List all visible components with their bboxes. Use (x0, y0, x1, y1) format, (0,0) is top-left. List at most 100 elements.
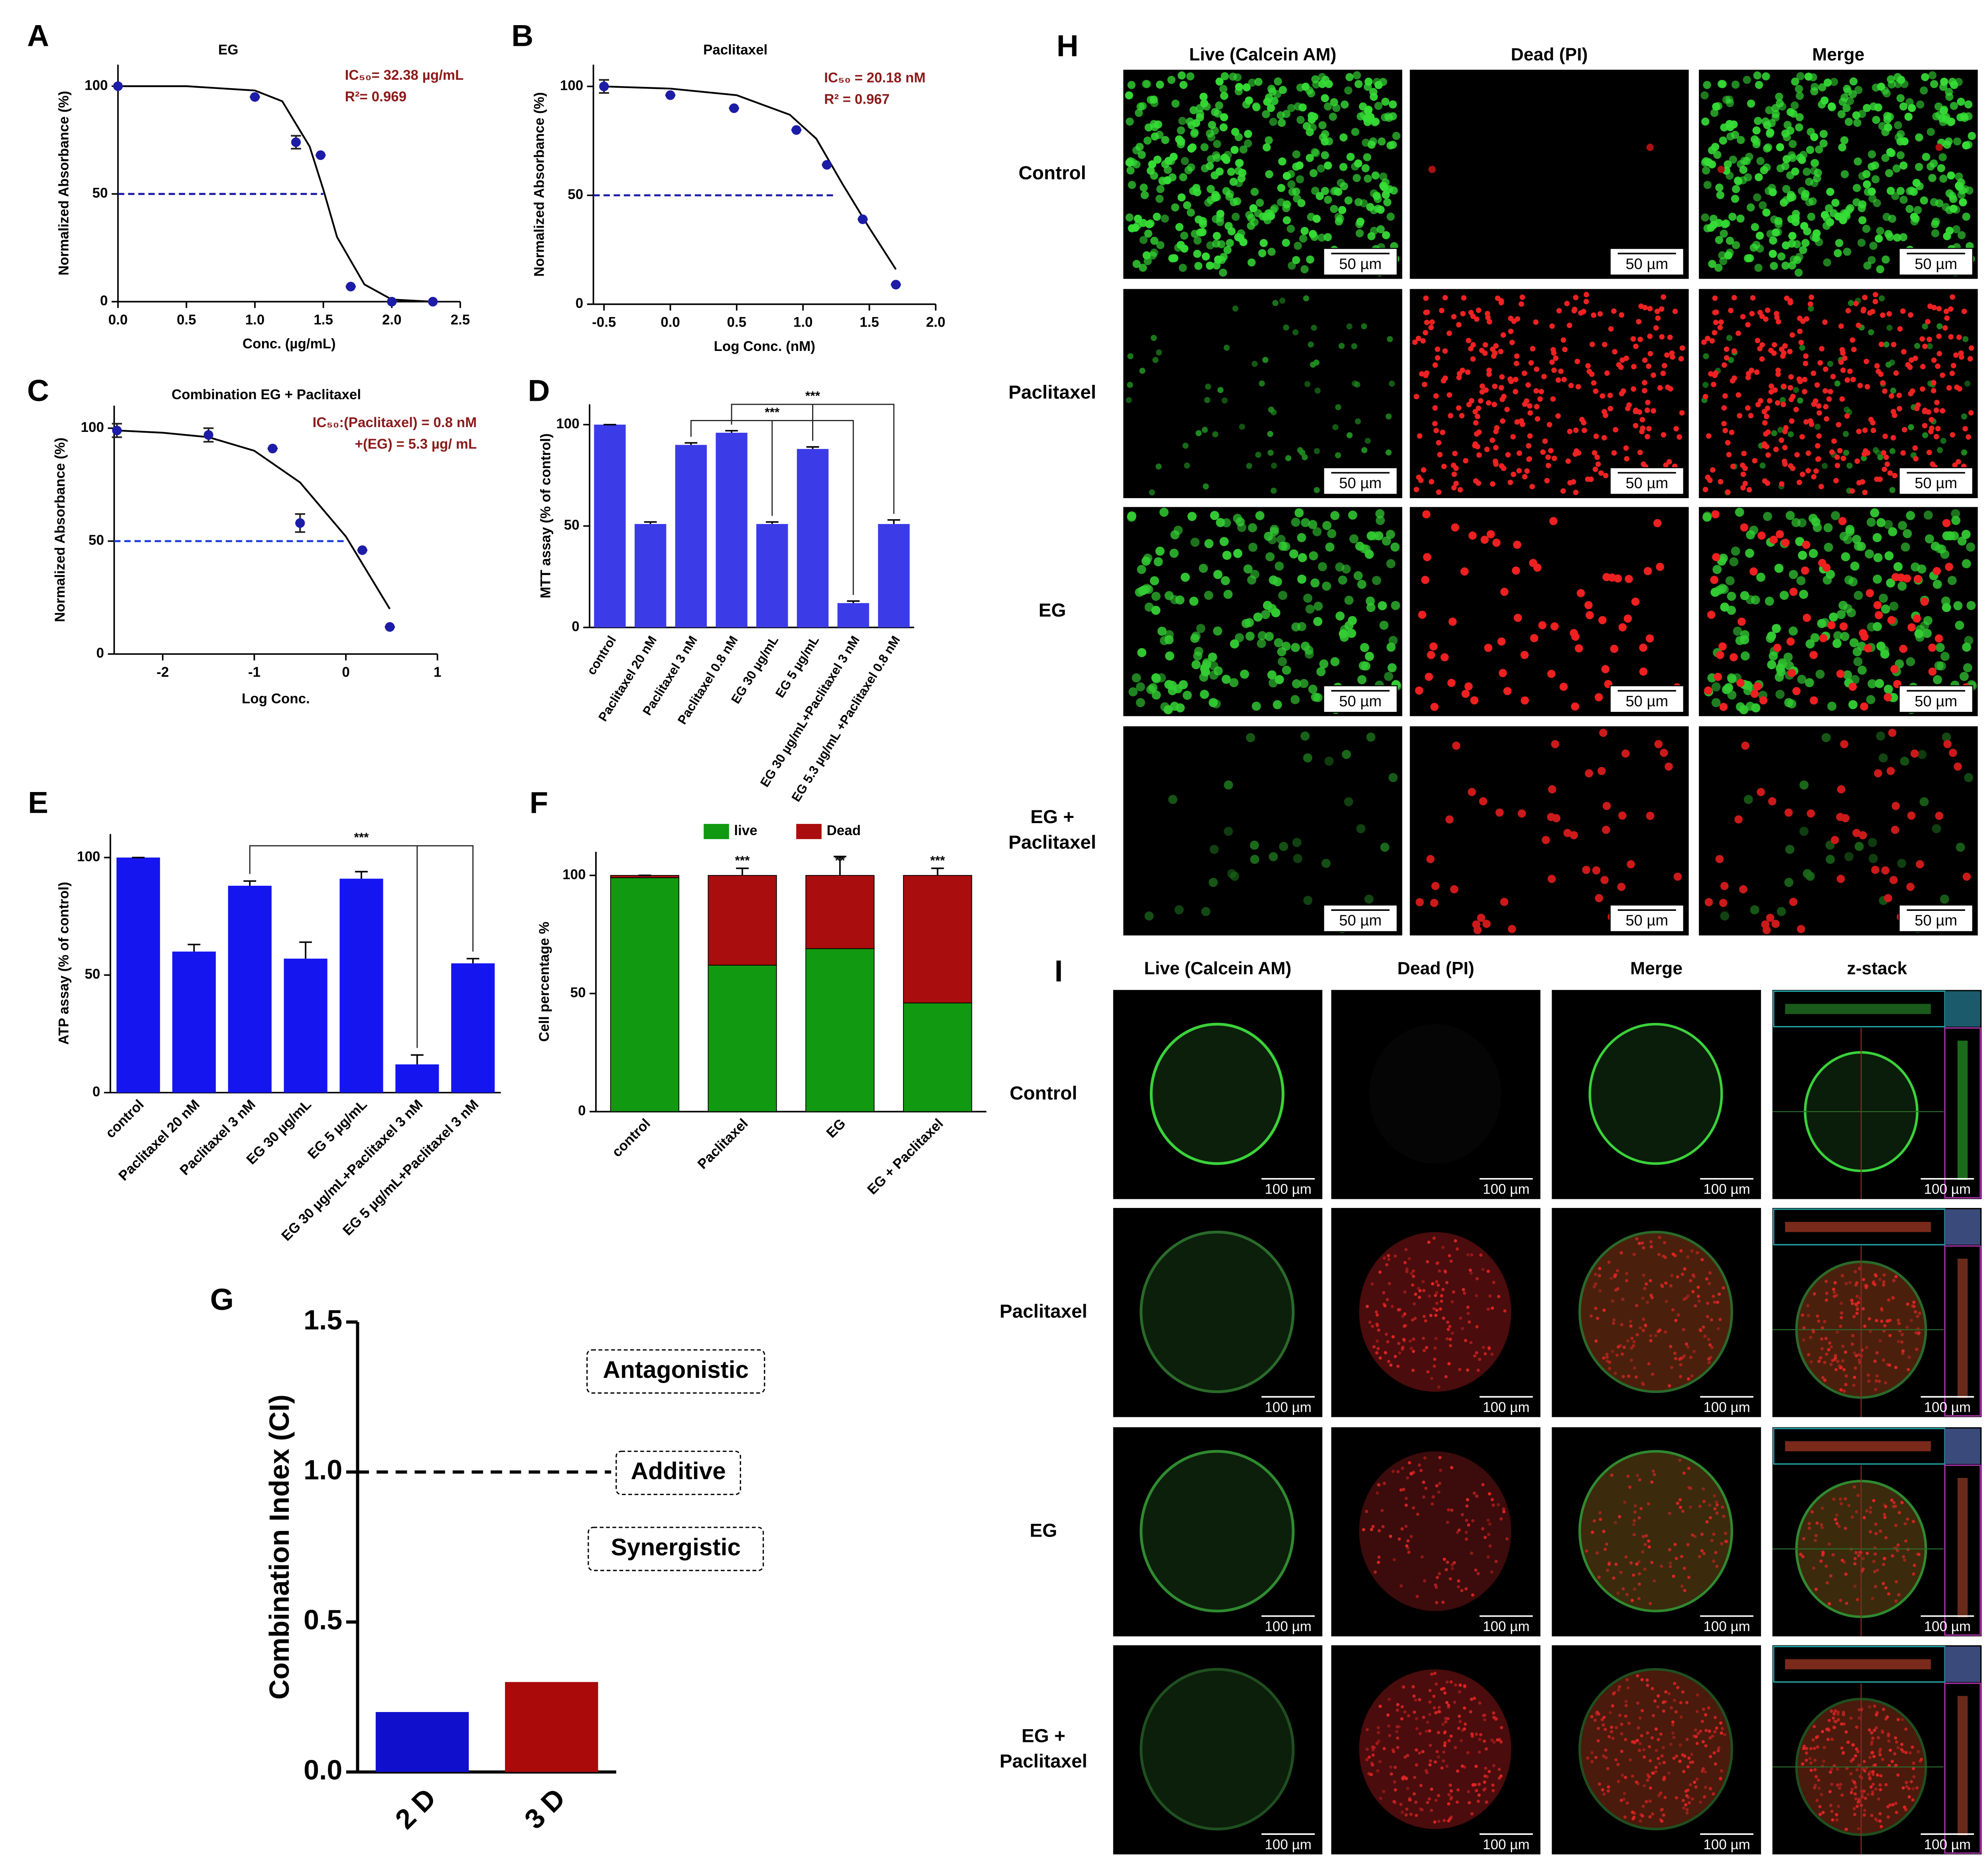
dead-signal (1704, 1744, 1708, 1748)
dead-cell (1754, 369, 1760, 375)
dead-signal (1418, 1296, 1421, 1299)
dead-cell (1761, 443, 1767, 449)
dead-signal (1907, 1787, 1911, 1791)
dead-signal (1674, 1796, 1678, 1800)
dead-signal (1383, 1482, 1386, 1485)
scale-bar-label: 100 µm (1265, 1182, 1312, 1197)
dead-cell (1625, 575, 1633, 583)
dead-cell (1518, 809, 1526, 818)
chart-title: Paclitaxel (703, 42, 767, 57)
x-tick-label: 1.5 (860, 315, 879, 330)
live-cell (1325, 80, 1333, 88)
micrograph (1123, 289, 1402, 499)
live-cell (1292, 838, 1302, 847)
dead-signal (1403, 1710, 1407, 1714)
dead-cell (1594, 454, 1600, 460)
live-cell (1288, 187, 1297, 196)
dead-cell (1576, 450, 1582, 456)
live-cell (1774, 228, 1782, 236)
dead-signal (1704, 1728, 1708, 1732)
dead-signal (1641, 1535, 1645, 1538)
live-cell (1763, 512, 1772, 521)
dead-cell (1492, 538, 1501, 547)
dead-signal (1698, 1800, 1702, 1804)
live-cell (1739, 166, 1747, 174)
live-cell (1143, 80, 1151, 88)
dead-cell (1645, 400, 1651, 406)
dead-signal (1853, 1584, 1857, 1588)
data-point (357, 545, 367, 555)
dead-signal (1428, 1700, 1432, 1704)
dead-signal (1882, 1283, 1885, 1287)
dead-signal (1398, 1308, 1402, 1311)
dead-cell (1645, 634, 1654, 643)
dead-signal (1825, 1581, 1829, 1585)
live-cell (1708, 146, 1716, 155)
live-cell (1221, 397, 1228, 404)
dead-signal (1814, 1775, 1818, 1779)
dead-cell (1571, 702, 1580, 711)
live-cell (1806, 146, 1814, 154)
dead-signal (1390, 1772, 1393, 1776)
live-cell (1781, 261, 1790, 270)
live-cell (1220, 92, 1229, 100)
dead-signal (1591, 1531, 1594, 1534)
dead-cell (1943, 740, 1952, 749)
dead-signal (1461, 1327, 1464, 1330)
dead-cell (1544, 478, 1550, 484)
dead-signal (1867, 1379, 1871, 1383)
dead-signal (1445, 1281, 1449, 1285)
dead-cell (1567, 428, 1573, 434)
dead-signal (1714, 1762, 1718, 1766)
dead-signal (1440, 1294, 1444, 1298)
dead-signal (1644, 1324, 1647, 1328)
dead-signal (1662, 1813, 1665, 1817)
z-section-top-signal (1785, 1441, 1931, 1452)
dead-signal (1862, 1278, 1866, 1281)
dead-signal (1391, 1335, 1395, 1339)
y-tick-label: 0 (576, 296, 583, 311)
dead-cell (1461, 690, 1470, 698)
dead-signal (1908, 1751, 1912, 1755)
live-cell (1956, 97, 1965, 106)
dead-signal (1855, 1768, 1859, 1771)
stained-cells (1589, 1235, 1725, 1388)
live-cell (1811, 159, 1819, 167)
dead-signal (1443, 1691, 1447, 1695)
live-cell (1708, 160, 1716, 169)
dead-signal (1468, 1268, 1472, 1272)
live-cell (1788, 193, 1797, 201)
live-cell (1240, 670, 1249, 679)
live-cell (1893, 73, 1902, 81)
live-cell (1866, 695, 1876, 704)
dead-signal (1613, 1521, 1617, 1525)
dead-signal (1649, 1279, 1652, 1283)
dead-cell (1642, 357, 1648, 363)
live-cell (1137, 648, 1147, 657)
live-cell (1282, 666, 1291, 675)
dead-cell (1856, 480, 1862, 486)
live-cell (1251, 361, 1258, 367)
dead-signal (1682, 1806, 1686, 1810)
live-cell (1883, 112, 1891, 120)
dead-cell (1425, 672, 1433, 681)
live-cell (1380, 842, 1390, 852)
scale-bar-label: 100 µm (1924, 1619, 1970, 1634)
dead-cell (1623, 355, 1629, 361)
dead-signal (1445, 1701, 1449, 1704)
dead-signal (1642, 1755, 1646, 1759)
dead-cell (1522, 474, 1528, 480)
live-cell (1789, 626, 1798, 636)
live-cell (1323, 233, 1332, 241)
dead-signal (1465, 1504, 1469, 1508)
spheroid (1359, 1232, 1511, 1392)
live-cell (1920, 196, 1928, 205)
live-cell (1931, 229, 1939, 238)
live-cell (1283, 200, 1291, 209)
live-cell (1171, 203, 1179, 212)
dead-signal (1900, 1748, 1903, 1752)
live-cell (1304, 381, 1311, 387)
dead-signal (1370, 1762, 1374, 1765)
dead-signal (1411, 1369, 1415, 1372)
dead-cell (1799, 434, 1805, 440)
